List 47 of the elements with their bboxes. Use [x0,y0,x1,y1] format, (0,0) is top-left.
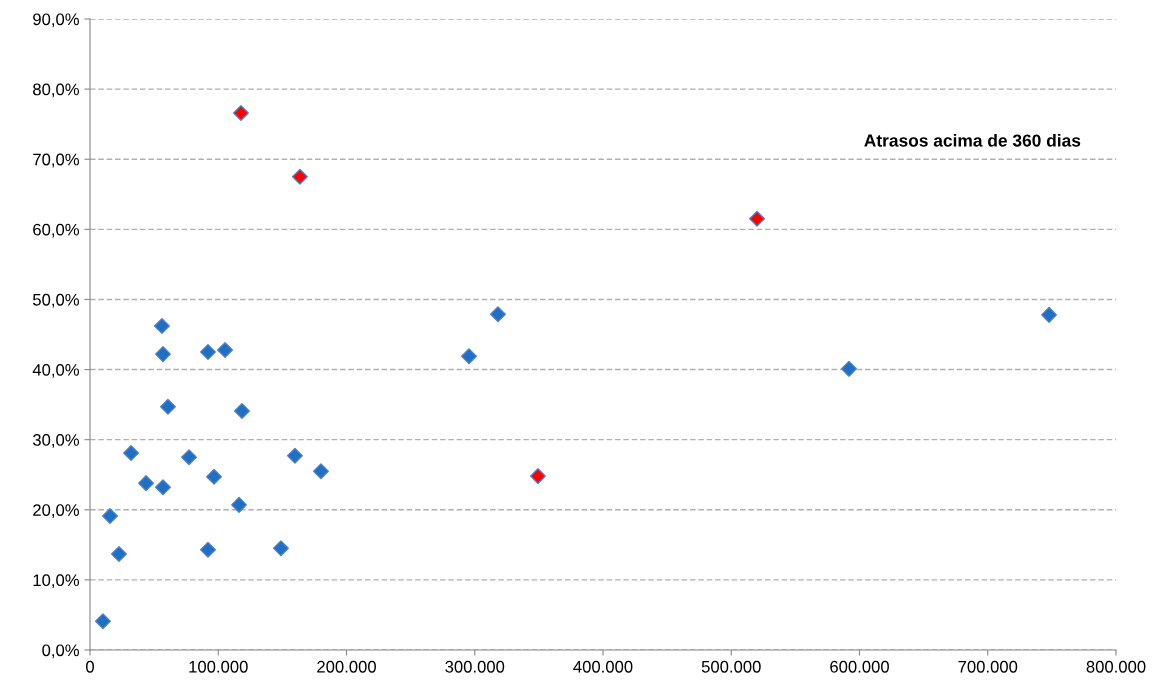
y-tick-label: 90,0% [33,13,79,28]
point [206,468,222,485]
point [138,475,155,492]
point [232,104,249,121]
point [200,344,216,361]
point [181,449,197,466]
x-tick-label: 500.000 [701,660,761,673]
x-tick-label: 300.000 [445,660,505,673]
point [312,463,329,480]
point [231,496,248,513]
point [1041,306,1058,323]
point [111,545,127,562]
x-tick-label: 200.000 [317,660,376,673]
point [461,348,477,365]
y-tick-label: 60,0% [33,223,79,238]
x-tick-label: 100.000 [189,660,248,673]
x-tick-label: 600.000 [830,660,889,673]
point [154,479,171,496]
point [123,445,140,461]
point [153,318,170,335]
point [233,402,250,419]
point [286,447,303,464]
y-tick-label: 0,0% [42,644,79,659]
y-tick-label: 20,0% [33,504,79,518]
point [272,540,289,557]
annotation: Atrasos acima de 360 dias [864,133,1081,147]
y-tick-label: 80,0% [33,83,79,98]
point [749,210,766,227]
point [217,341,234,358]
y-tick-label: 40,0% [32,363,79,378]
point [529,468,546,485]
y-tick-label: 70,0% [33,153,79,168]
y-tick-label: 30,0% [32,434,79,448]
point [841,360,857,377]
x-tick-label: 0 [86,660,94,673]
point [94,613,111,630]
point [200,541,216,558]
point [489,306,506,323]
x-tick-label: 800.000 [1086,660,1146,673]
point [159,398,176,415]
y-tick-label: 50,0% [32,293,79,308]
point [291,168,308,185]
y-tick-label: 10,0% [33,574,79,589]
point [154,346,171,363]
point [102,508,118,525]
x-tick-label: 700.000 [958,660,1018,673]
x-tick-label: 400.000 [573,660,633,673]
